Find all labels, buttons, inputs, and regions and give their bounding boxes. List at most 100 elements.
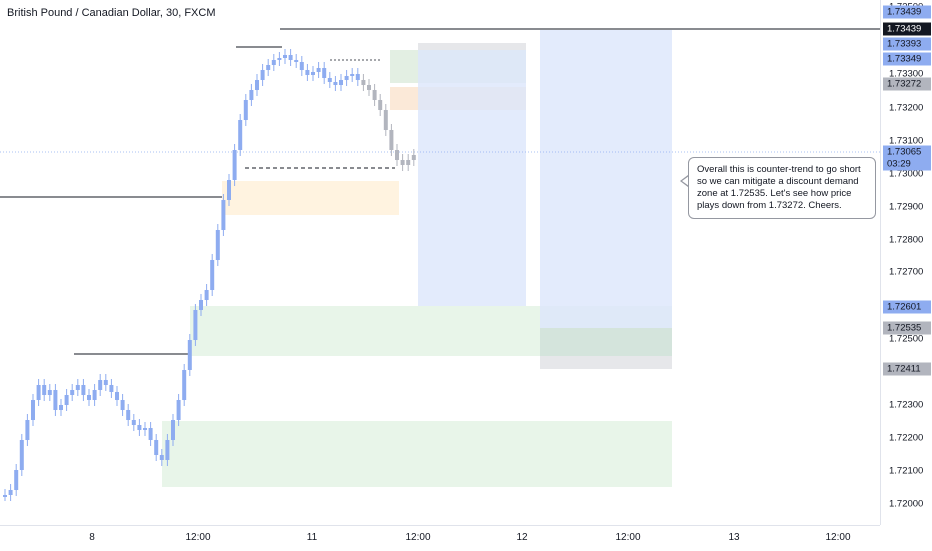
price-tick: 1.72500 xyxy=(889,333,924,345)
price-label-entry: 1.73272 xyxy=(883,77,931,91)
candle-body xyxy=(70,390,75,395)
callout-pointer-fill xyxy=(682,176,689,186)
candle-body xyxy=(260,70,265,80)
candle-body xyxy=(159,455,164,460)
price-tick: 1.73300 xyxy=(889,68,924,80)
candle-body xyxy=(406,160,411,165)
time-tick: 12:00 xyxy=(405,532,431,543)
candle-body xyxy=(372,90,377,100)
candle-body xyxy=(344,76,349,80)
price-tick: 1.72700 xyxy=(889,266,924,278)
candle-body xyxy=(36,385,41,400)
candle-body xyxy=(266,65,271,70)
price-label-target1: 1.73393 xyxy=(883,37,931,51)
candle-body xyxy=(299,62,304,70)
candle-body xyxy=(249,90,254,100)
candle-body xyxy=(59,405,63,410)
price-tick: 1.72000 xyxy=(889,498,924,510)
projection-zone-1 xyxy=(418,43,526,306)
candle-body xyxy=(339,80,343,85)
candle-body xyxy=(232,150,237,180)
candle-body xyxy=(389,130,394,150)
candle-body xyxy=(131,420,136,425)
price-tick: 1.72800 xyxy=(889,234,924,246)
price-axis[interactable]: 1.72000 1.72100 1.72200 1.72300 1.72500 … xyxy=(880,0,932,525)
candle-body xyxy=(53,390,58,410)
price-label-demand: 1.72535 xyxy=(883,321,931,335)
chart-area[interactable]: British Pound / Canadian Dollar, 30, FXC… xyxy=(0,0,880,525)
candle-body xyxy=(98,380,103,390)
candle-body xyxy=(42,385,47,395)
candle-body xyxy=(221,200,226,230)
supply-zone-lower xyxy=(222,181,399,215)
candle-body xyxy=(148,428,153,440)
candle-body xyxy=(411,155,416,160)
candle-body xyxy=(92,390,97,400)
candle-body xyxy=(25,420,30,440)
candle-body xyxy=(165,440,170,460)
projection-stop xyxy=(540,356,672,369)
candle-body xyxy=(227,180,231,200)
candle-body xyxy=(199,300,203,310)
candle-body xyxy=(3,495,7,497)
time-tick: 11 xyxy=(306,532,318,543)
candle-body xyxy=(87,395,91,400)
candle-body xyxy=(238,120,243,150)
candle-body xyxy=(277,58,282,60)
time-axis[interactable]: 8 12:00 11 12:00 12 12:00 13 12:00 xyxy=(0,525,880,551)
candle-body xyxy=(400,160,405,165)
candle-body xyxy=(176,400,181,420)
candle-body xyxy=(19,440,24,470)
candle-body xyxy=(171,420,175,440)
candle-body xyxy=(103,380,108,385)
candle-body xyxy=(283,55,287,58)
price-label-current: 1.73065 xyxy=(883,145,931,159)
countdown-label: 03:29 xyxy=(883,157,931,171)
projection-demand xyxy=(540,328,672,356)
candle-body xyxy=(64,395,69,405)
price-tick: 1.73000 xyxy=(889,168,924,180)
time-tick: 12:00 xyxy=(185,532,211,543)
candle-body xyxy=(355,74,360,80)
candle-body xyxy=(126,410,131,420)
candle-body xyxy=(367,85,371,90)
candle-body xyxy=(31,400,35,420)
candle-body xyxy=(47,390,52,395)
time-tick: 12 xyxy=(516,532,528,543)
candle-body xyxy=(294,60,299,62)
candle-body xyxy=(395,150,399,160)
price-label-high: 1.73439 xyxy=(883,5,931,19)
candle-body xyxy=(193,310,198,340)
candle-body xyxy=(327,78,332,82)
candle-body xyxy=(8,490,13,495)
candle-body xyxy=(210,260,215,290)
price-label-zone-top: 1.72601 xyxy=(883,300,931,314)
candle-body xyxy=(187,340,192,370)
price-tick: 1.72200 xyxy=(889,432,924,444)
price-label-top-line: 1.73439 xyxy=(883,22,931,36)
note-callout[interactable]: Overall this is counter-trend to go shor… xyxy=(688,157,876,219)
candle-body xyxy=(311,72,315,75)
price-tick: 1.73200 xyxy=(889,102,924,114)
candle-body xyxy=(322,68,327,78)
candle-body xyxy=(271,60,276,65)
price-label-target2: 1.73349 xyxy=(883,52,931,66)
price-tick: 1.72900 xyxy=(889,201,924,213)
candle-body xyxy=(115,392,119,400)
projection-zone-2 xyxy=(540,30,672,328)
candle-body xyxy=(350,74,355,76)
price-chart[interactable] xyxy=(0,0,880,525)
time-tick: 12:00 xyxy=(825,532,851,543)
time-tick: 8 xyxy=(89,532,95,543)
chart-title: British Pound / Canadian Dollar, 30, FXC… xyxy=(7,7,216,19)
price-tick: 1.72300 xyxy=(889,399,924,411)
demand-zone-lower xyxy=(162,421,672,487)
candle-body xyxy=(109,385,114,392)
candle-body xyxy=(137,425,142,430)
candle-body xyxy=(154,440,159,455)
projection-top xyxy=(418,43,526,50)
candle-body xyxy=(333,82,338,85)
candle-body xyxy=(361,80,366,85)
candle-body xyxy=(288,55,293,60)
candle-body xyxy=(120,400,125,410)
